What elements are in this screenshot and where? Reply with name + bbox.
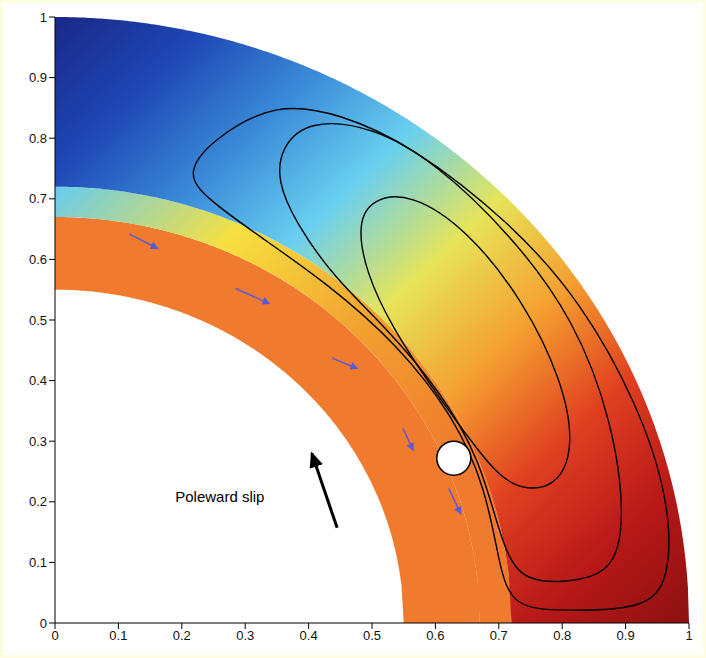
svg-text:1: 1: [685, 628, 692, 643]
svg-text:0.8: 0.8: [553, 628, 571, 643]
svg-text:0.4: 0.4: [300, 628, 318, 643]
svg-text:0.1: 0.1: [29, 555, 47, 570]
svg-text:0.3: 0.3: [29, 434, 47, 449]
svg-text:0.7: 0.7: [490, 628, 508, 643]
svg-text:0.2: 0.2: [29, 494, 47, 509]
svg-text:0.9: 0.9: [29, 70, 47, 85]
svg-text:0: 0: [40, 616, 47, 631]
svg-text:0.5: 0.5: [29, 313, 47, 328]
svg-text:Poleward slip: Poleward slip: [175, 488, 264, 505]
svg-text:0.1: 0.1: [109, 628, 127, 643]
svg-text:0.2: 0.2: [173, 628, 191, 643]
svg-text:0.6: 0.6: [426, 628, 444, 643]
svg-text:0.7: 0.7: [29, 191, 47, 206]
svg-text:1: 1: [40, 10, 47, 25]
svg-text:0.9: 0.9: [617, 628, 635, 643]
svg-text:0.3: 0.3: [236, 628, 254, 643]
svg-text:0.4: 0.4: [29, 373, 47, 388]
svg-text:0.6: 0.6: [29, 252, 47, 267]
svg-text:0: 0: [51, 628, 58, 643]
svg-text:0.8: 0.8: [29, 131, 47, 146]
svg-text:0.5: 0.5: [363, 628, 381, 643]
